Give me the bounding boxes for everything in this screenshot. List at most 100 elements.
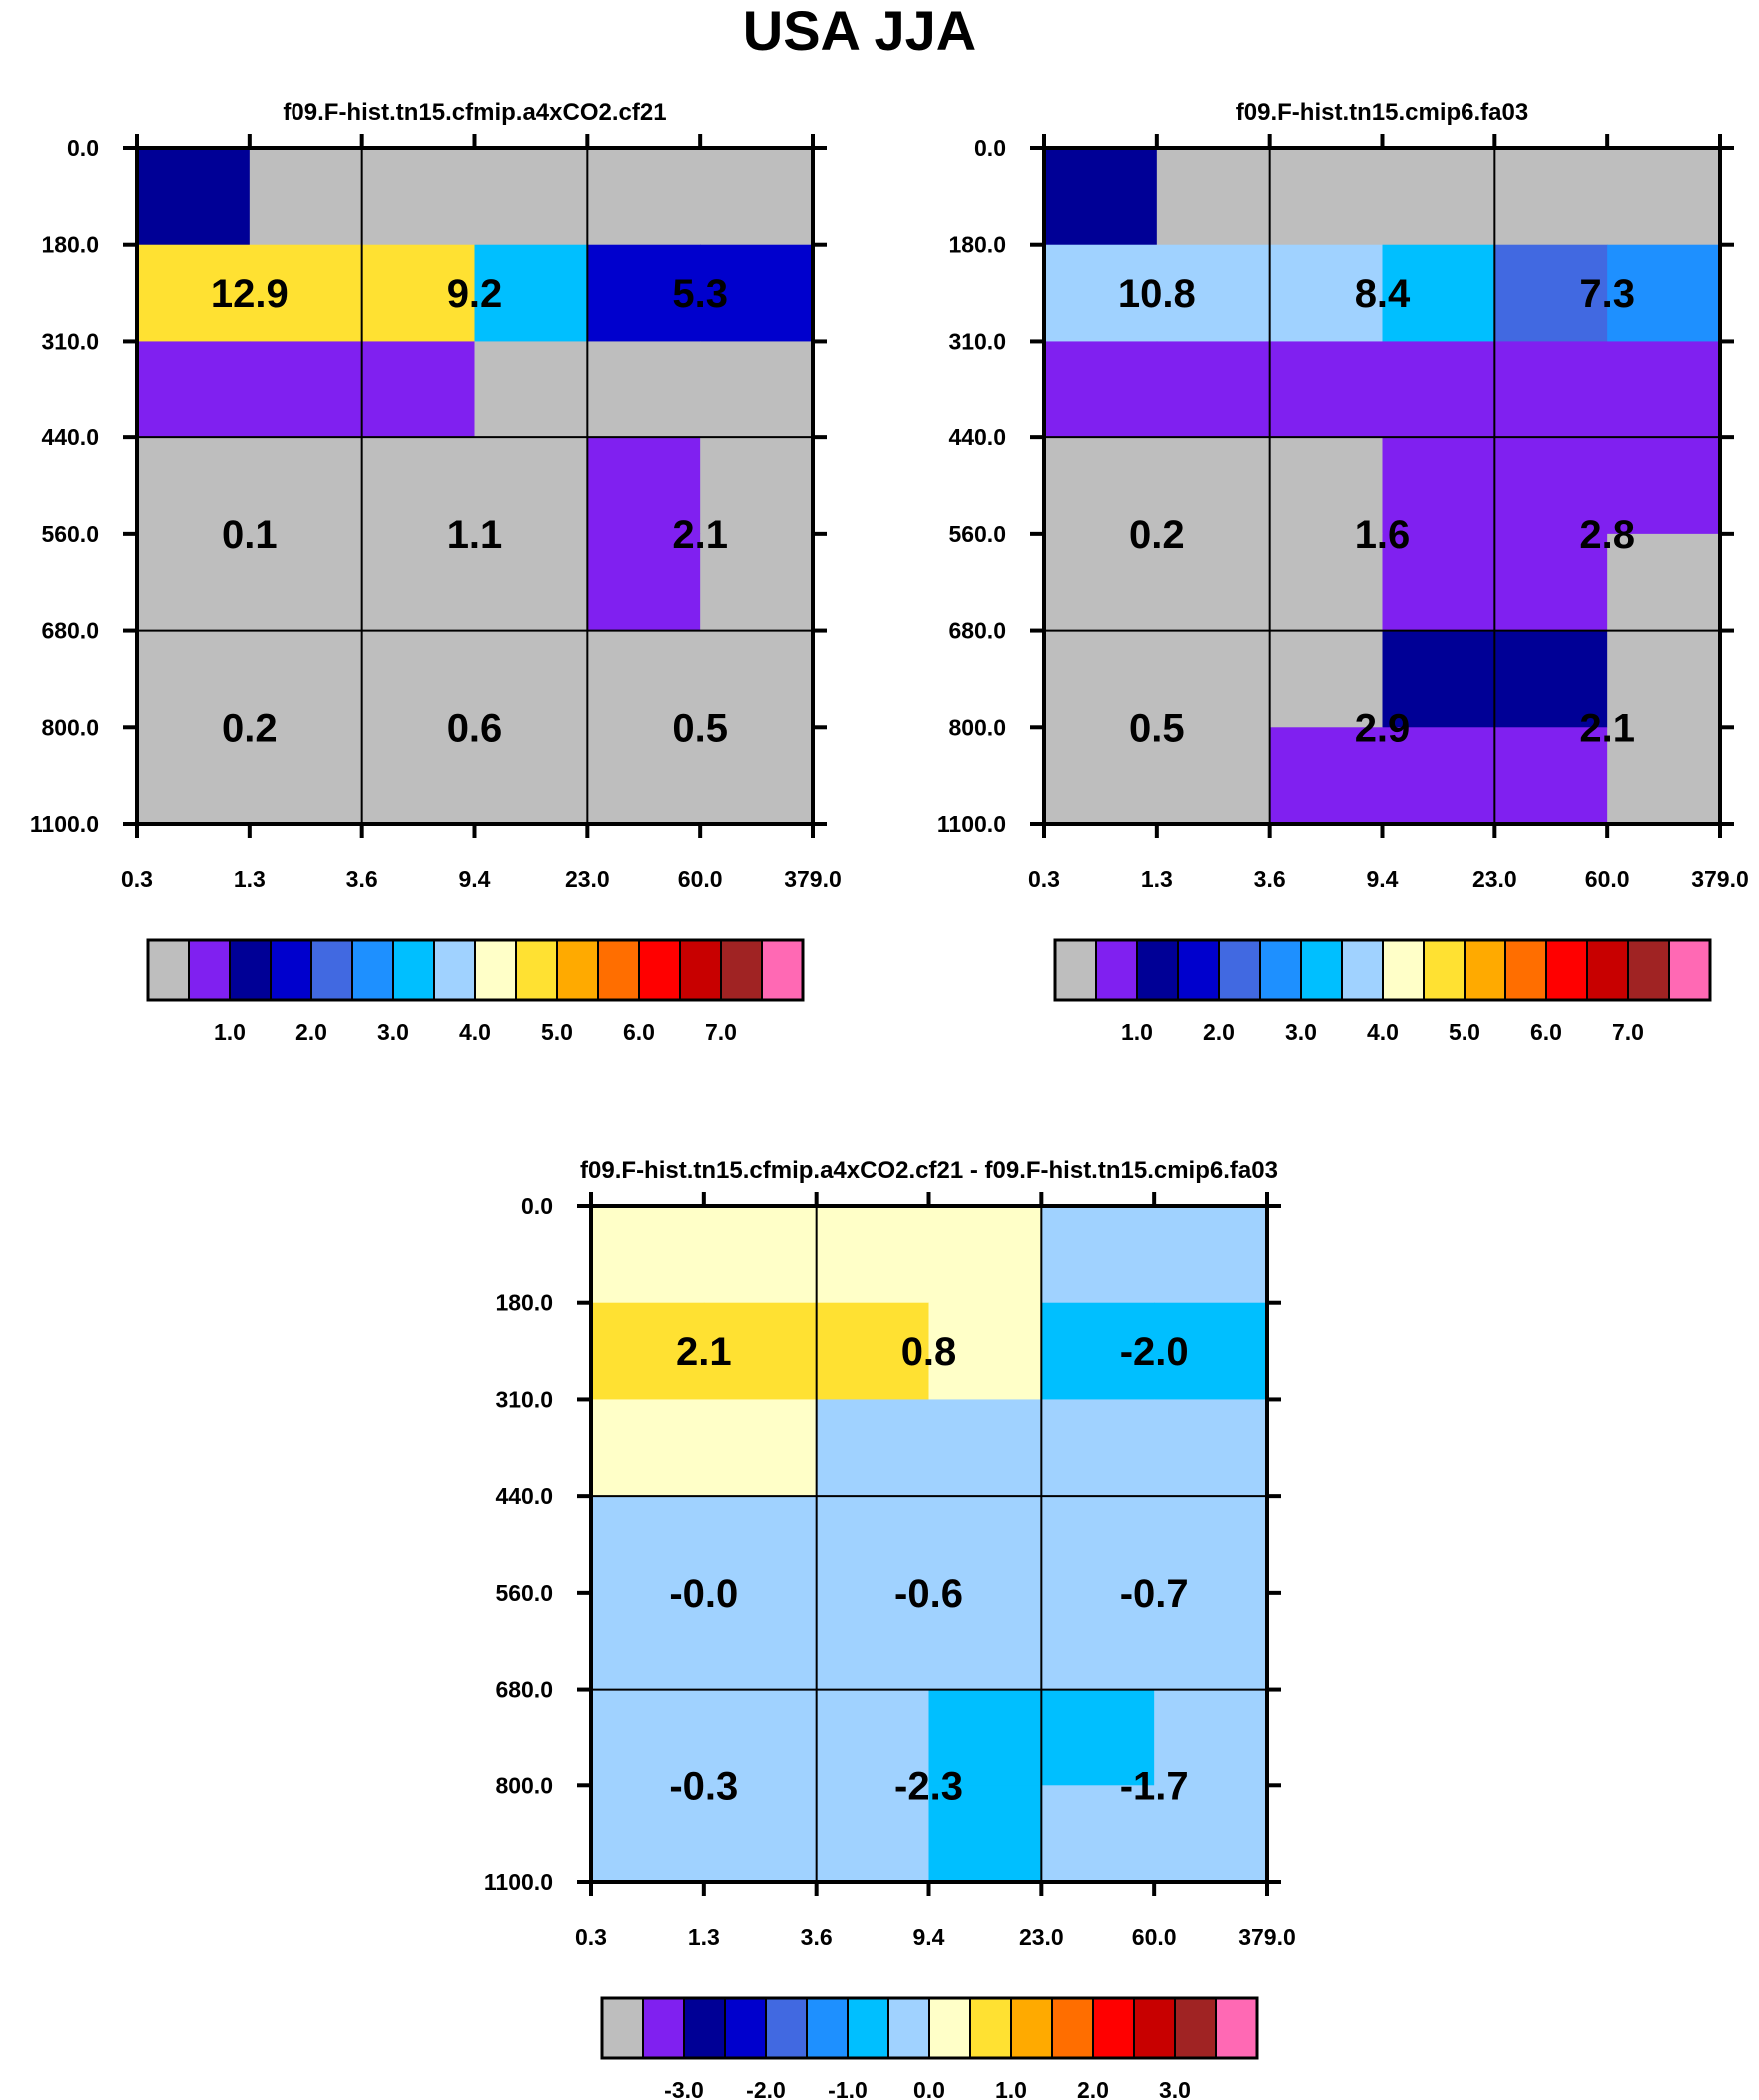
heatmap-cell bbox=[587, 533, 701, 632]
heatmap-cell bbox=[700, 630, 814, 728]
heatmap-cell bbox=[703, 1785, 818, 1883]
colorbar-border bbox=[146, 938, 805, 1002]
heatmap-cell bbox=[1156, 630, 1271, 728]
colorbar-box bbox=[188, 939, 231, 1001]
y-tick-label: 0.0 bbox=[974, 135, 1006, 161]
cell-value-label: 12.9 bbox=[211, 272, 289, 316]
heatmap-cell bbox=[587, 244, 701, 342]
colorbar-box bbox=[1136, 939, 1179, 1001]
heatmap-cell bbox=[1041, 1592, 1155, 1691]
cell-value-label: 0.1 bbox=[222, 513, 278, 557]
heatmap-cell bbox=[474, 533, 588, 632]
colorbar-box bbox=[351, 939, 394, 1001]
colorbar-label: 1.0 bbox=[214, 1019, 246, 1045]
colorbar-box bbox=[270, 939, 312, 1001]
heatmap-cell bbox=[361, 630, 475, 728]
colorbar-box bbox=[1627, 939, 1670, 1001]
heatmap-cell bbox=[587, 437, 701, 535]
heatmap-cell bbox=[1041, 1689, 1155, 1786]
heatmap-cell bbox=[474, 341, 588, 438]
x-tick-label: 0.3 bbox=[1028, 866, 1060, 892]
colorbar-label: 3.0 bbox=[1285, 1019, 1317, 1045]
y-tick-label: 180.0 bbox=[495, 1290, 553, 1316]
heatmap-cell bbox=[1494, 148, 1608, 246]
heatmap-cell bbox=[1044, 533, 1158, 632]
heatmap-cell bbox=[361, 727, 475, 825]
heatmap-cell bbox=[591, 1496, 705, 1594]
colorbar-box bbox=[761, 939, 804, 1001]
colorbar-label: 2.0 bbox=[1077, 2077, 1109, 2100]
heatmap-cell bbox=[249, 630, 363, 728]
cell-value-label: 0.8 bbox=[901, 1330, 957, 1374]
heatmap-cell bbox=[1269, 727, 1383, 825]
heatmap-cell bbox=[1382, 727, 1495, 825]
heatmap-cell bbox=[1607, 630, 1721, 728]
heatmap-cell bbox=[1269, 533, 1383, 632]
x-tick-label: 0.3 bbox=[121, 866, 153, 892]
heatmap-cell bbox=[1607, 533, 1721, 632]
colorbar-box bbox=[1504, 939, 1547, 1001]
heatmap-cell bbox=[816, 1302, 929, 1400]
colorbar-border bbox=[600, 1996, 1259, 2060]
heatmap-cell bbox=[591, 1399, 705, 1497]
cell-value-label: 0.6 bbox=[447, 706, 503, 750]
heatmap-cell bbox=[474, 244, 588, 342]
heatmap-cell bbox=[1607, 437, 1721, 535]
heatmap-panel-2: f09.F-hist.tn15.cmip6.fa03 0.3 1.3 3.6 9.4 23… bbox=[937, 99, 1749, 1045]
heatmap-cell bbox=[1154, 1496, 1268, 1594]
y-tick-label: 800.0 bbox=[41, 714, 99, 740]
colorbar-box bbox=[638, 939, 681, 1001]
heatmap-cell bbox=[591, 1206, 705, 1304]
heatmap-cell bbox=[1382, 533, 1495, 632]
heatmap-cell bbox=[1156, 148, 1271, 246]
heatmap-cell bbox=[137, 244, 251, 342]
heatmap-cell bbox=[1156, 727, 1271, 825]
x-tick-label: 23.0 bbox=[1472, 866, 1517, 892]
heatmap-cell bbox=[1607, 341, 1721, 438]
colorbar-label: 1.0 bbox=[995, 2077, 1027, 2100]
heatmap-cell bbox=[703, 1592, 818, 1691]
colorbar-label: 7.0 bbox=[1612, 1019, 1644, 1045]
colorbar-label: -3.0 bbox=[664, 2077, 704, 2100]
y-tick-label: 0.0 bbox=[521, 1193, 553, 1219]
heatmap-cell bbox=[1269, 341, 1383, 438]
heatmap-cell bbox=[928, 1206, 1042, 1304]
cell-value-label: -0.7 bbox=[1120, 1572, 1189, 1616]
heatmap-cell bbox=[361, 148, 475, 246]
colorbar-label: 6.0 bbox=[1530, 1019, 1562, 1045]
y-tick-label: 440.0 bbox=[948, 424, 1006, 450]
y-tick-label: 310.0 bbox=[41, 328, 99, 353]
heatmap-cell bbox=[1041, 1785, 1155, 1883]
colorbar-label: 2.0 bbox=[1203, 1019, 1235, 1045]
colorbar-box bbox=[1545, 939, 1588, 1001]
heatmap-cell bbox=[700, 437, 814, 535]
heatmap-cell bbox=[1041, 1302, 1155, 1400]
cell-value-label: -0.6 bbox=[894, 1572, 963, 1616]
heatmap-cell bbox=[1044, 437, 1158, 535]
cell-value-label: 0.2 bbox=[222, 706, 278, 750]
heatmap-cell bbox=[249, 148, 363, 246]
colorbar-box bbox=[806, 1997, 849, 2059]
heatmap-cell bbox=[816, 1399, 929, 1497]
heatmap-cell bbox=[1607, 148, 1721, 246]
heatmap-cell bbox=[591, 1785, 705, 1883]
y-tick-label: 560.0 bbox=[41, 521, 99, 547]
heatmap-cell bbox=[361, 244, 475, 342]
heatmap-cell bbox=[1494, 341, 1608, 438]
heatmap-cell bbox=[816, 1689, 929, 1786]
cell-value-label: 1.1 bbox=[447, 513, 503, 557]
colorbar-box bbox=[683, 1997, 726, 2059]
colorbar-box bbox=[969, 1997, 1012, 2059]
y-tick-label: 1100.0 bbox=[484, 1869, 553, 1895]
colorbar-box bbox=[1382, 939, 1425, 1001]
heatmap-cell bbox=[249, 244, 363, 342]
colorbar-label: -1.0 bbox=[828, 2077, 868, 2100]
colorbar-box bbox=[515, 939, 558, 1001]
colorbar-label: 0.0 bbox=[913, 2077, 945, 2100]
colorbar: 1.0 2.0 3.0 4.0 5.0 6.0 7.0 bbox=[1053, 938, 1712, 1045]
colorbar-box bbox=[679, 939, 722, 1001]
cell-value-label: 2.8 bbox=[1579, 513, 1635, 557]
heatmap-cell bbox=[137, 533, 251, 632]
colorbar-box bbox=[847, 1997, 889, 2059]
heatmap-cell bbox=[1269, 148, 1383, 246]
